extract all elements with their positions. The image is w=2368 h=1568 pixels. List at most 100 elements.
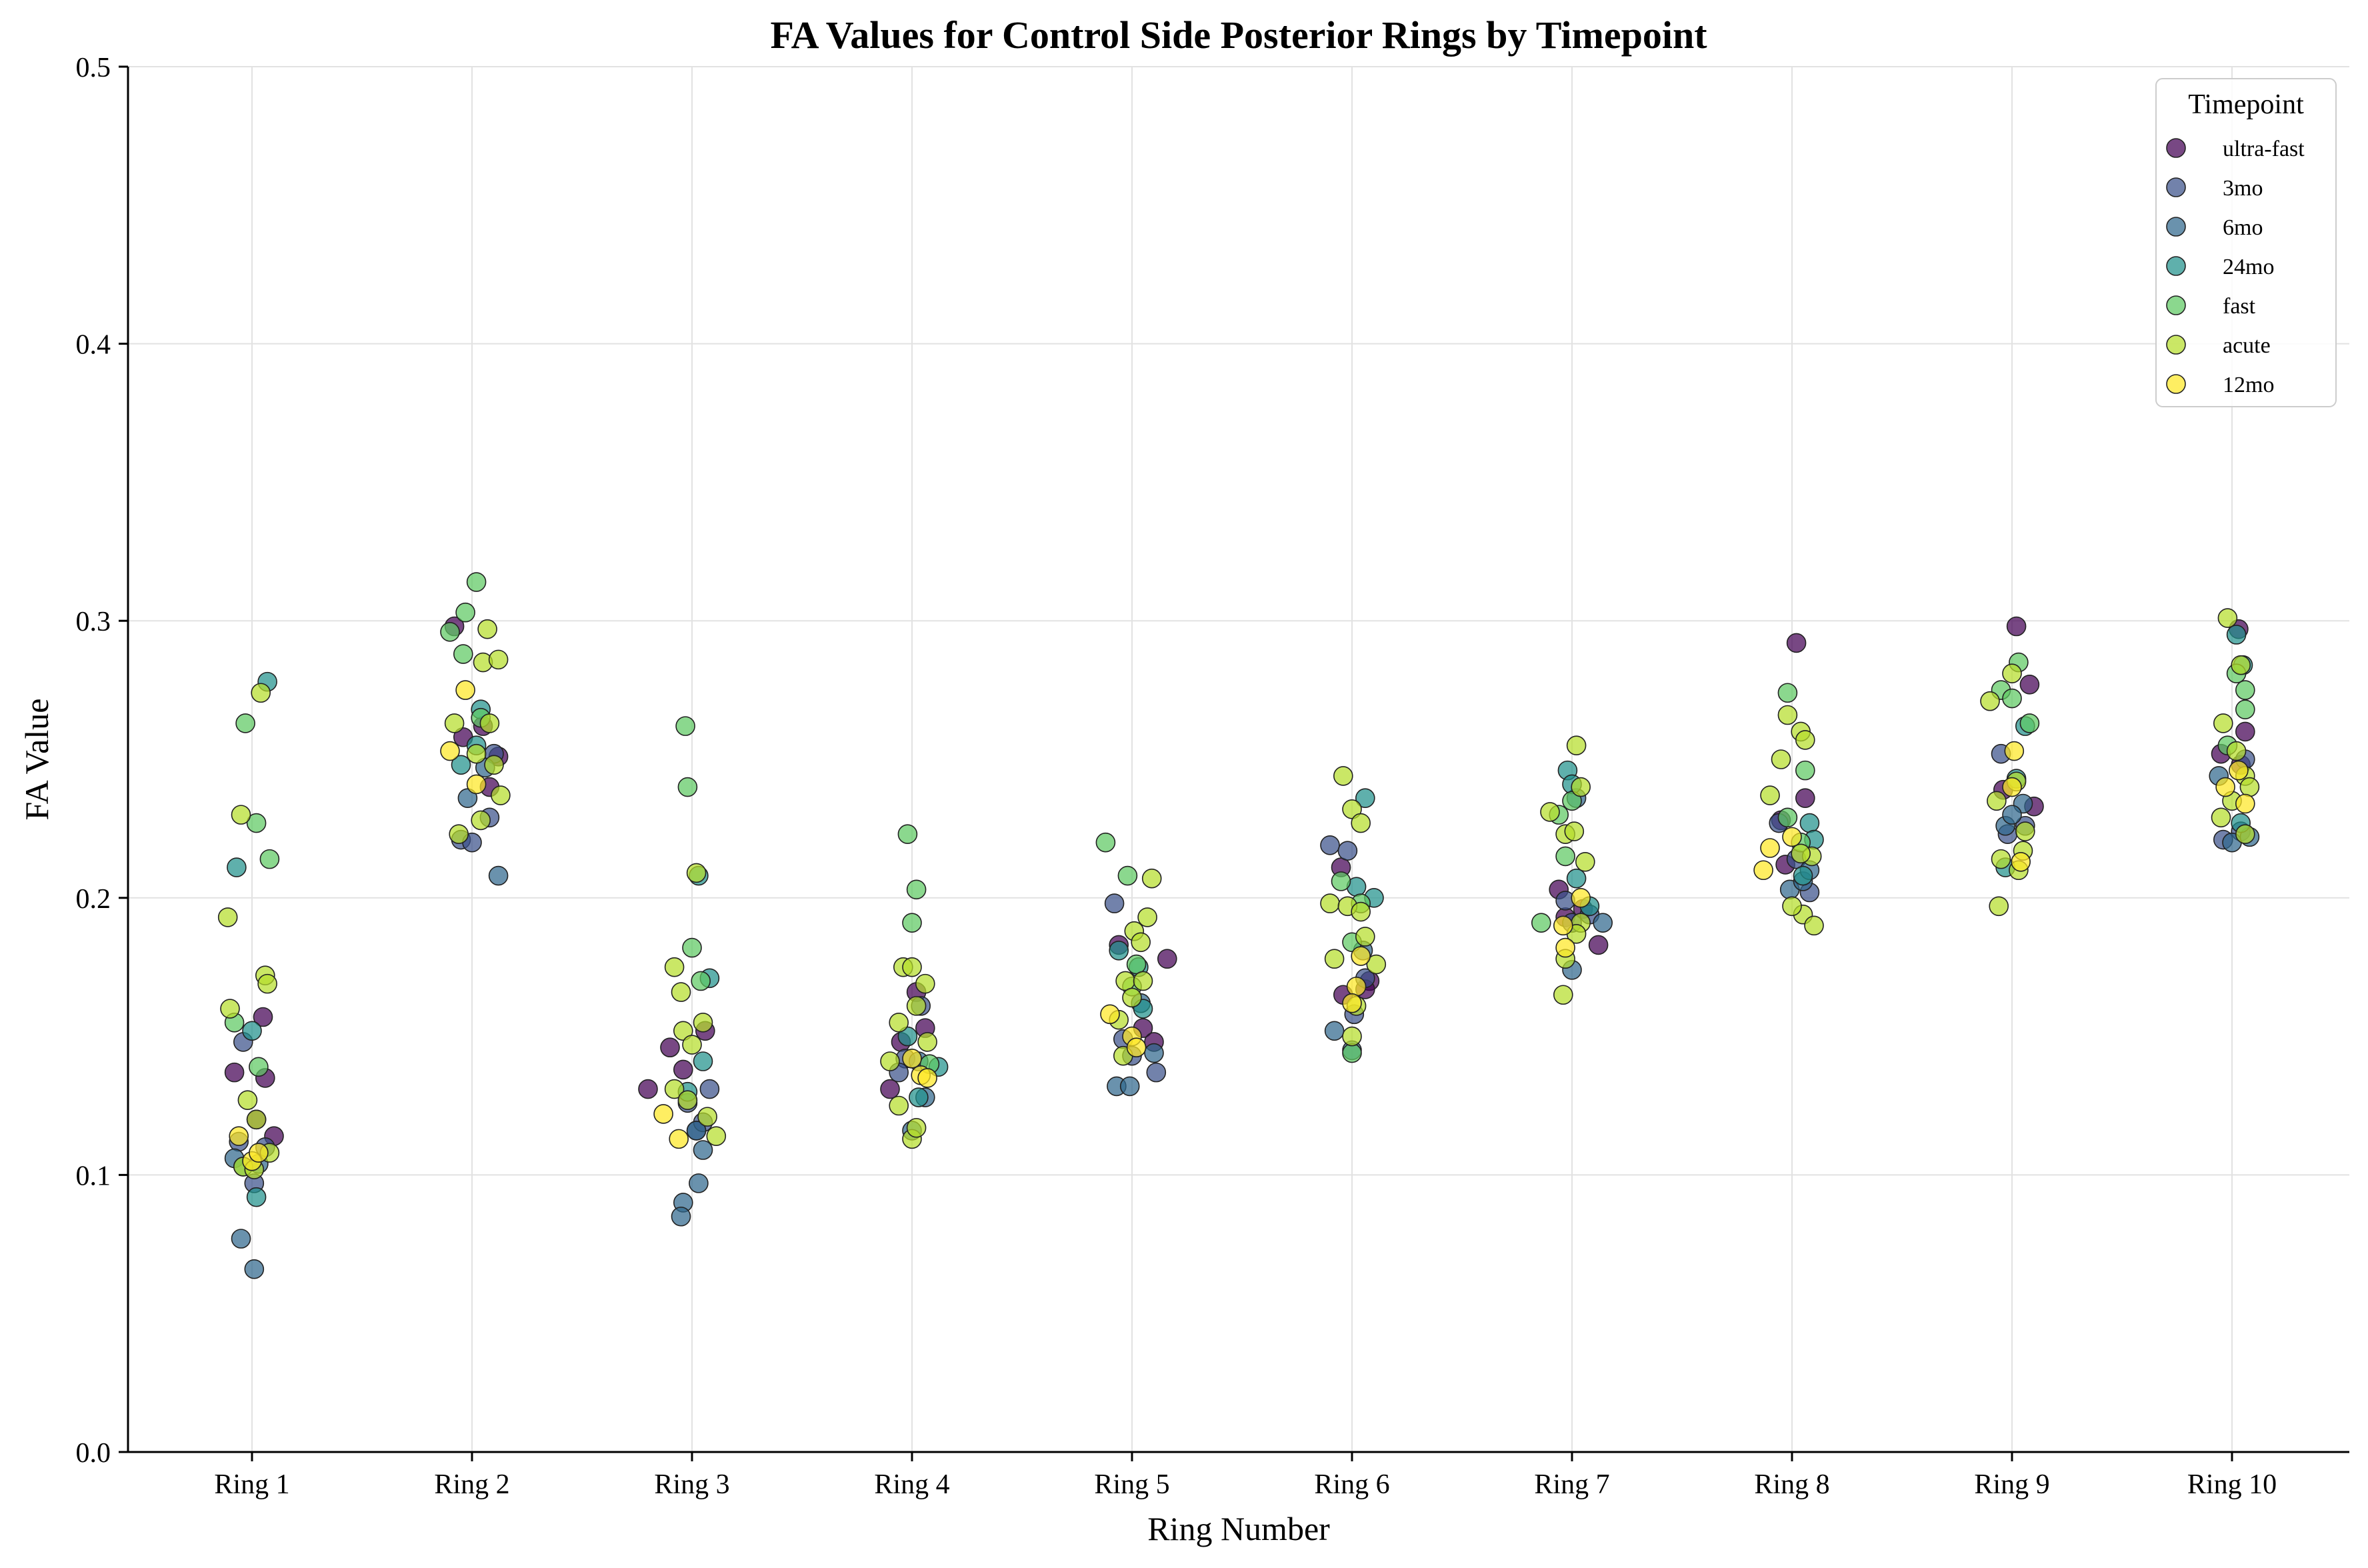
data-point-ultra-fast	[673, 1059, 693, 1080]
chart-title: FA Values for Control Side Posterior Rin…	[770, 13, 1707, 57]
legend-label: 3mo	[2223, 176, 2263, 201]
data-point-acute	[1141, 868, 1162, 889]
data-point-6mo	[689, 1173, 709, 1193]
data-point-6mo	[1119, 1076, 1140, 1097]
legend-marker-3mo	[2166, 177, 2186, 197]
data-point-acute	[1366, 954, 1387, 975]
legend-marker-6mo	[2166, 217, 2186, 237]
data-point-12mo	[669, 1129, 689, 1149]
data-point-acute	[1566, 735, 1587, 756]
data-point-acute	[2217, 608, 2238, 628]
data-point-acute	[1324, 949, 1345, 969]
data-point-12mo	[902, 1049, 922, 1069]
data-point-fast	[2019, 713, 2040, 733]
data-point-fast	[682, 937, 702, 958]
data-point-24mo	[897, 1026, 918, 1047]
data-point-fast	[453, 644, 473, 664]
data-point-fast	[2235, 699, 2255, 719]
data-point-acute	[1782, 896, 1802, 917]
data-point-fast	[1531, 913, 1551, 933]
data-point-12mo	[1753, 860, 1773, 881]
data-point-acute	[1575, 851, 1595, 872]
data-point-acute	[2015, 821, 2035, 841]
data-point-fast	[2002, 688, 2022, 709]
data-point-ultra-fast	[1786, 633, 1807, 653]
axes	[127, 67, 2349, 1453]
data-point-acute	[671, 982, 691, 1002]
data-point-ultra-fast	[1157, 949, 1177, 969]
data-point-fast	[466, 572, 487, 592]
data-point-24mo	[1793, 865, 1813, 886]
data-point-ultra-fast	[224, 1062, 245, 1083]
data-point-acute	[1564, 821, 1585, 841]
data-point-3mo	[1104, 893, 1125, 913]
y-tick-label: 0.1	[76, 1161, 111, 1191]
legend-marker-acute	[2166, 335, 2186, 355]
data-point-ultra-fast	[638, 1079, 658, 1099]
data-point-acute	[1795, 730, 1815, 750]
data-point-ultra-fast	[880, 1079, 900, 1099]
data-point-acute	[1540, 802, 1560, 822]
data-point-6mo	[457, 788, 478, 808]
data-point-12mo	[229, 1126, 249, 1147]
data-point-acute	[1351, 813, 1371, 833]
y-tick-label: 0.4	[76, 330, 111, 361]
data-point-ultra-fast	[2235, 721, 2255, 742]
data-point-acute	[251, 683, 271, 703]
legend-box	[2155, 78, 2337, 407]
data-point-3mo	[699, 1079, 720, 1099]
data-point-12mo	[1351, 946, 1371, 966]
data-point-6mo	[244, 1259, 265, 1279]
data-point-fast	[249, 1057, 269, 1077]
x-tick-label: Ring 2	[434, 1469, 509, 1500]
data-point-acute	[664, 957, 685, 977]
data-point-6mo	[671, 1206, 691, 1227]
data-point-acute	[706, 1126, 727, 1147]
data-point-fast	[1342, 1043, 1362, 1063]
x-tick-label: Ring 3	[654, 1469, 729, 1500]
data-point-6mo	[693, 1140, 713, 1160]
legend-label: 12mo	[2223, 373, 2274, 397]
data-point-12mo	[2235, 793, 2255, 814]
data-point-fast	[1777, 807, 1798, 828]
data-point-24mo	[1799, 813, 1820, 833]
data-point-acute	[1133, 971, 1153, 991]
data-point-acute	[220, 999, 240, 1019]
data-point-3mo	[1146, 1062, 1167, 1083]
data-point-acute	[915, 973, 935, 994]
data-point-acute	[1355, 927, 1375, 947]
data-point-acute	[2239, 777, 2260, 797]
data-point-acute	[880, 1051, 900, 1071]
data-point-ultra-fast	[1588, 935, 1609, 955]
data-point-ultra-fast	[2006, 616, 2027, 637]
data-point-acute	[673, 1021, 693, 1041]
data-point-acute	[491, 785, 511, 805]
data-point-acute	[2211, 807, 2231, 828]
data-point-acute	[1804, 915, 1824, 936]
data-point-fast	[1555, 846, 1575, 867]
x-tick-label: Ring 10	[2187, 1469, 2277, 1500]
data-point-fast	[440, 622, 460, 642]
data-point-fast	[1777, 683, 1798, 703]
data-point-24mo	[227, 857, 247, 877]
data-point-3mo	[1337, 841, 1358, 861]
data-point-6mo	[1324, 1021, 1345, 1041]
data-point-acute	[1791, 843, 1811, 864]
x-tick-label: Ring 1	[214, 1469, 289, 1500]
legend-label: acute	[2223, 333, 2271, 358]
data-point-acute	[1571, 777, 1591, 797]
data-point-acute	[444, 713, 465, 733]
x-tick-label: Ring 9	[1974, 1469, 2049, 1500]
data-point-acute	[237, 1090, 258, 1110]
x-tick-label: Ring 4	[874, 1469, 949, 1500]
legend-label: 6mo	[2223, 215, 2263, 240]
data-point-acute	[1987, 791, 2007, 811]
data-point-acute	[2231, 655, 2251, 675]
data-point-acute	[889, 1095, 909, 1116]
x-tick-label: Ring 7	[1534, 1469, 1609, 1500]
data-point-acute	[1342, 799, 1362, 819]
data-point-12mo	[1342, 993, 1362, 1013]
data-point-24mo	[1355, 788, 1375, 808]
data-point-12mo	[1553, 915, 1573, 936]
